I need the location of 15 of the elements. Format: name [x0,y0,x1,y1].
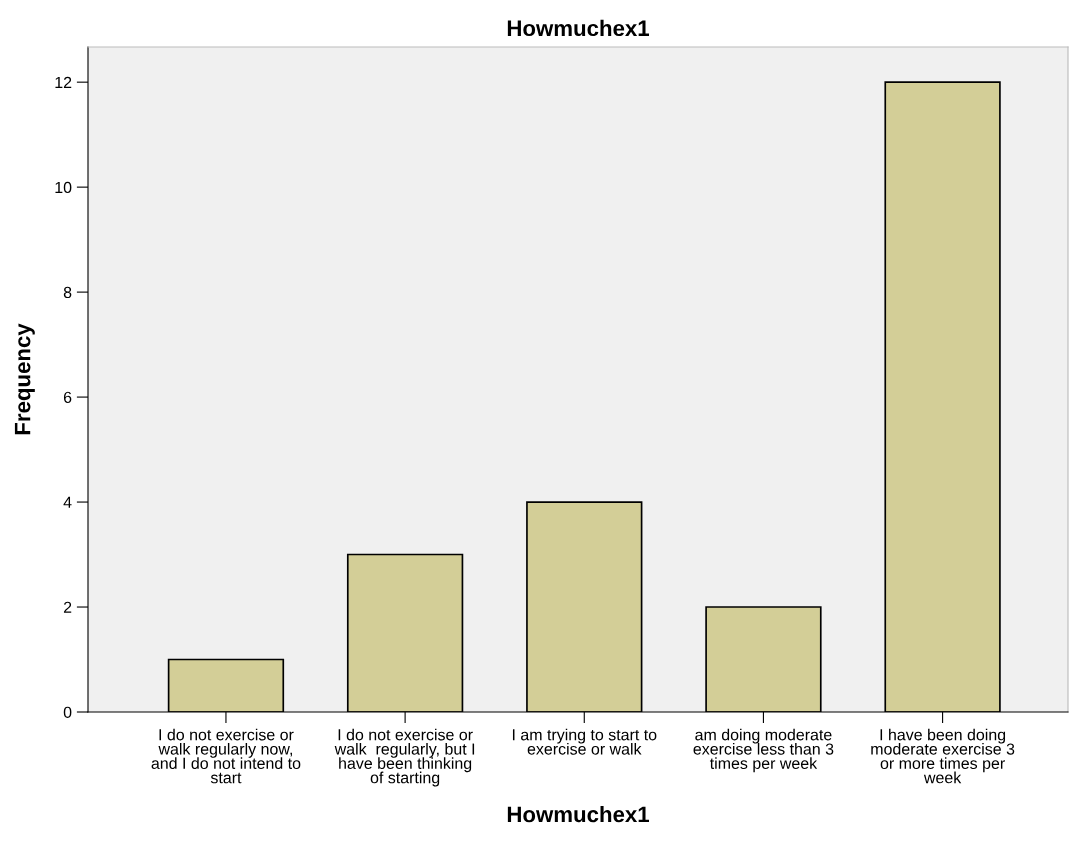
y-axis-title: Frequency [14,323,35,435]
x-axis-title: Howmuchex1 [507,805,650,823]
y-tick-label: 12 [55,76,72,88]
x-tick-label: I have been doing moderate exercise 3 or more times per week [871,728,1015,784]
x-tick-label: am doing moderate exercise less than 3 times per week [693,728,834,773]
y-tick-label: 10 [55,181,72,194]
x-tick-label: I do not exercise or walk regularly, but I have been thinking of starting [334,728,475,787]
y-tick-label: 0 [63,706,72,718]
y-tick-label: 2 [63,601,72,613]
x-tick-label: I do not exercise or walk regularly now, and I do not intend to start [151,728,301,784]
chart-title: Howmuchex1 [507,19,650,37]
y-tick-label: 8 [63,286,72,299]
y-tick-label: 4 [63,496,72,508]
x-tick-label: I am trying to start to exercise or walk [512,728,657,755]
y-tick-label: 6 [63,391,72,404]
